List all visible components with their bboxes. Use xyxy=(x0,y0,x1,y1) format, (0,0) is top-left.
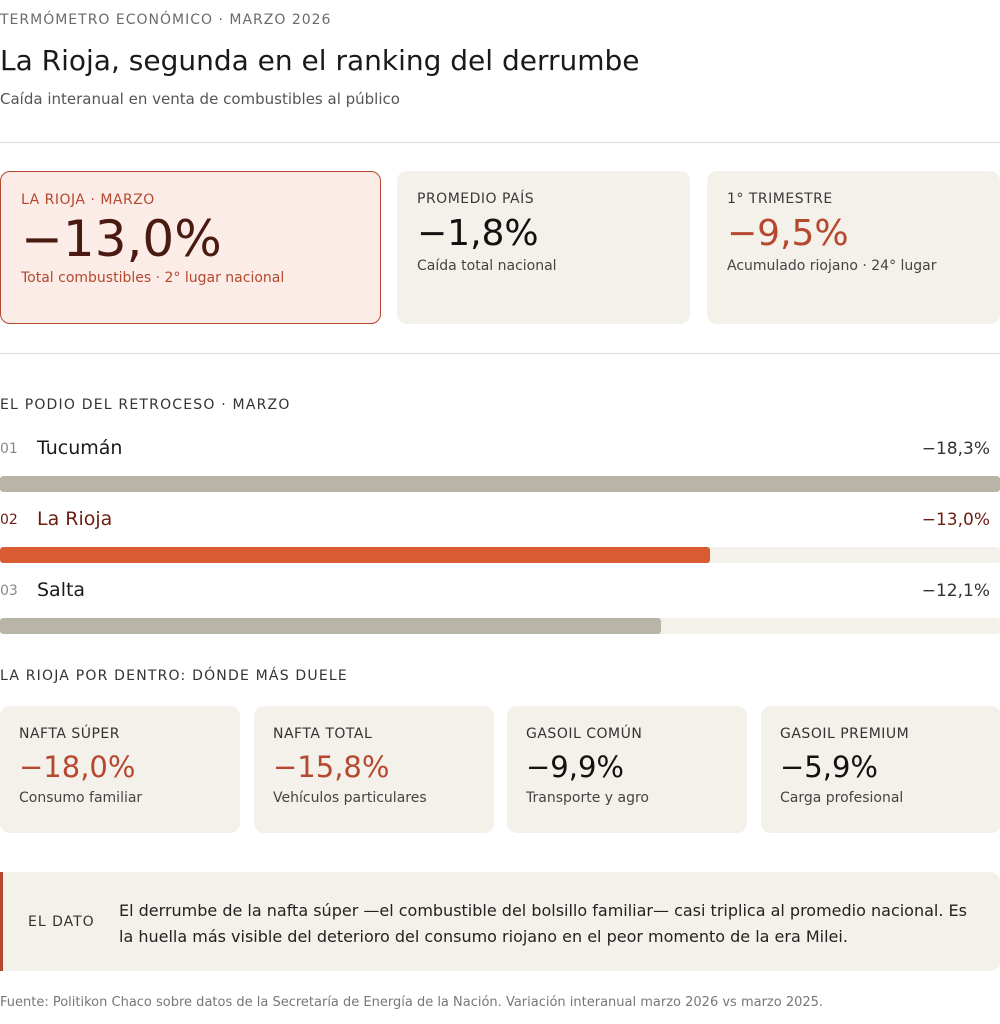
card-value: −15,8% xyxy=(273,750,390,784)
bar-track xyxy=(0,476,1000,492)
bar-value-label: −12,1% xyxy=(921,581,990,601)
divider xyxy=(0,142,1000,143)
page-subtitle: Caída interanual en venta de combustible… xyxy=(0,90,400,108)
card-note: Transporte y agro xyxy=(526,790,649,806)
divider xyxy=(0,353,1000,354)
bar-label: Tucumán xyxy=(37,437,123,459)
card-label: NAFTA SÚPER xyxy=(19,726,120,742)
bar-label: La Rioja xyxy=(37,508,113,530)
kpi-label: 1° TRIMESTRE xyxy=(727,191,833,207)
card-value: −5,9% xyxy=(780,750,878,784)
kicker: TERMÓMETRO ECONÓMICO · MARZO 2026 xyxy=(0,12,332,28)
bar xyxy=(0,547,711,563)
bar-rank: 02 xyxy=(0,512,18,528)
bar-label: Salta xyxy=(37,579,86,601)
callout-accent-bar xyxy=(0,872,3,971)
bar-value-label: −13,0% xyxy=(921,510,990,530)
kpi-value: −9,5% xyxy=(727,213,849,254)
bar-row-la-rioja: 02 La Rioja −13,0% xyxy=(0,508,1000,563)
bar-value-label: −18,3% xyxy=(921,439,990,459)
bar-row-salta: 03 Salta −12,1% xyxy=(0,579,1000,634)
card-note: Consumo familiar xyxy=(19,790,143,806)
callout-label: EL DATO xyxy=(28,914,95,930)
card-value: −9,9% xyxy=(526,750,624,784)
card-label: GASOIL PREMIUM xyxy=(780,726,910,742)
el-dato-callout: EL DATO El derrumbe de la nafta súper —e… xyxy=(0,872,1000,971)
kpi-note: Caída total nacional xyxy=(417,258,557,274)
breakdown-section-title: LA RIOJA POR DENTRO: DÓNDE MÁS DUELE xyxy=(0,668,348,684)
fuel-card-gasoil-premium: GASOIL PREMIUM −5,9% Carga profesional xyxy=(761,706,1000,833)
kpi-card-promedio-pais: PROMEDIO PAÍS −1,8% Caída total nacional xyxy=(397,171,690,324)
source-note: Fuente: Politikon Chaco sobre datos de l… xyxy=(0,995,824,1010)
fuel-card-nafta-super: NAFTA SÚPER −18,0% Consumo familiar xyxy=(0,706,240,833)
card-note: Vehículos particulares xyxy=(273,790,427,806)
bar-row-tucuman: 01 Tucumán −18,3% xyxy=(0,437,1000,492)
bar-track xyxy=(0,618,1000,634)
kpi-value: −1,8% xyxy=(417,213,539,254)
kpi-value: −13,0% xyxy=(21,210,222,268)
card-value: −18,0% xyxy=(19,750,136,784)
bar-rank: 01 xyxy=(0,441,18,457)
kpi-card-trimestre: 1° TRIMESTRE −9,5% Acumulado riojano · 2… xyxy=(707,171,1000,324)
bar-track xyxy=(0,547,1000,563)
callout-text: El derrumbe de la nafta súper —el combus… xyxy=(119,901,967,946)
card-label: NAFTA TOTAL xyxy=(273,726,373,742)
fuel-card-gasoil-comun: GASOIL COMÚN −9,9% Transporte y agro xyxy=(507,706,747,833)
kpi-note: Total combustibles · 2° lugar nacional xyxy=(21,270,285,286)
page-title: La Rioja, segunda en el ranking del derr… xyxy=(0,44,640,77)
bar xyxy=(0,476,1000,492)
card-note: Carga profesional xyxy=(780,790,904,806)
kpi-card-la-rioja: LA RIOJA · MARZO −13,0% Total combustibl… xyxy=(0,171,381,324)
podium-section-title: EL PODIO DEL RETROCESO · MARZO xyxy=(0,397,291,413)
fuel-card-nafta-total: NAFTA TOTAL −15,8% Vehículos particulare… xyxy=(254,706,494,833)
kpi-note: Acumulado riojano · 24° lugar xyxy=(727,258,937,274)
bar xyxy=(0,618,662,634)
card-label: GASOIL COMÚN xyxy=(526,726,643,742)
kpi-label: PROMEDIO PAÍS xyxy=(417,191,535,207)
bar-rank: 03 xyxy=(0,583,18,599)
kpi-label: LA RIOJA · MARZO xyxy=(21,192,155,208)
